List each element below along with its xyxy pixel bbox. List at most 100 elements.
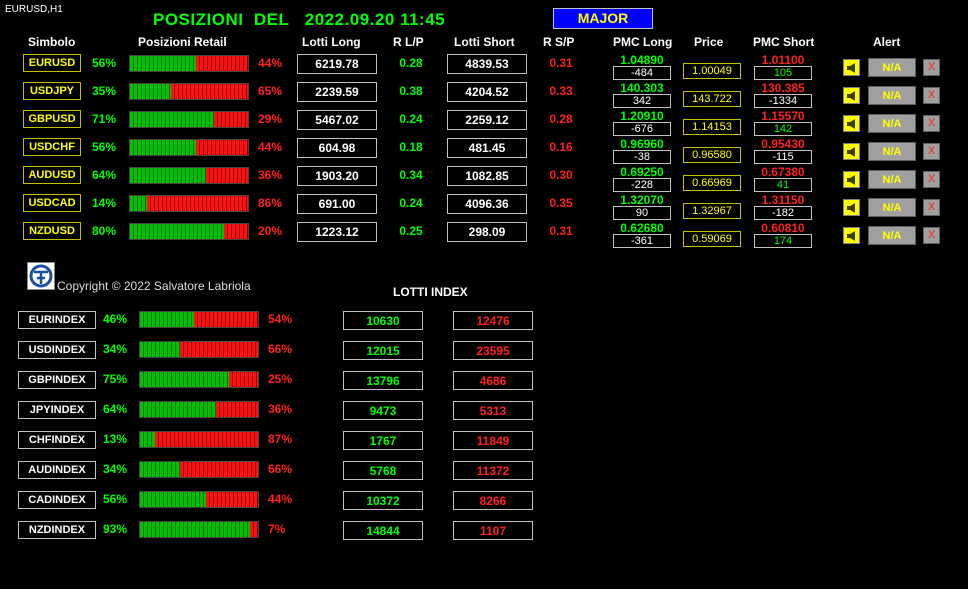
index-long-percent: 46%: [103, 312, 128, 326]
long-fill: [140, 432, 156, 447]
alert-set-button[interactable]: [843, 227, 860, 244]
alert-set-button[interactable]: [843, 87, 860, 104]
alert-set-button[interactable]: [843, 171, 860, 188]
lots-short-value: 1082.85: [447, 166, 527, 186]
header-alert: Alert: [873, 35, 901, 49]
retail-sentiment-bar: [129, 195, 249, 212]
pmc-long-value: 1.20910: [620, 109, 664, 123]
alert-close-button[interactable]: X: [923, 59, 940, 76]
index-lots-short: 12476: [453, 311, 533, 330]
header-price: Price: [694, 35, 724, 49]
index-lots-long: 12015: [343, 341, 423, 360]
pmc-short-diff: 174: [754, 234, 812, 248]
long-fill: [140, 462, 181, 477]
pmc-short-value: 0.95430: [761, 137, 805, 151]
major-group-button[interactable]: MAJOR: [553, 8, 653, 29]
pmc-long-value: 0.69250: [620, 165, 664, 179]
title-prefix: POSIZIONI DEL: [153, 10, 290, 29]
pmc-long-value: 1.32070: [620, 193, 664, 207]
index-name-button[interactable]: NZDINDEX: [18, 521, 96, 539]
alert-set-button[interactable]: [843, 143, 860, 160]
index-lots-short: 11849: [453, 431, 533, 450]
price-value: 0.59069: [683, 231, 741, 247]
alert-status-button[interactable]: N/A: [868, 226, 916, 245]
symbol-button[interactable]: NZDUSD: [23, 222, 81, 240]
pmc-short-diff: 41: [754, 178, 812, 192]
lots-long-value: 691.00: [297, 194, 377, 214]
index-lots-short: 4686: [453, 371, 533, 390]
pmc-long-value: 1.04890: [620, 53, 664, 67]
alert-set-button[interactable]: [843, 199, 860, 216]
index-lots-short: 8266: [453, 491, 533, 510]
lots-short-value: 4096.36: [447, 194, 527, 214]
lots-long-value: 6219.78: [297, 54, 377, 74]
alert-set-button[interactable]: [843, 59, 860, 76]
index-short-percent: 7%: [268, 522, 286, 536]
short-fill: [206, 492, 258, 507]
long-percent: 80%: [92, 224, 117, 238]
index-lots-short: 1107: [453, 521, 533, 540]
alert-status-button[interactable]: N/A: [868, 86, 916, 105]
pmc-long-diff: -228: [613, 178, 671, 192]
index-name-button[interactable]: USDINDEX: [18, 341, 96, 359]
header-pmc-long: PMC Long: [613, 35, 673, 49]
index-long-percent: 34%: [103, 462, 128, 476]
r-sp-value: 0.31: [549, 56, 573, 70]
r-sp-value: 0.28: [549, 112, 573, 126]
megaphone-icon: [847, 174, 855, 185]
index-name-button[interactable]: CHFINDEX: [18, 431, 96, 449]
alert-status-button[interactable]: N/A: [868, 198, 916, 217]
symbol-button[interactable]: USDCAD: [23, 194, 81, 212]
short-fill: [228, 372, 258, 387]
alert-close-button[interactable]: X: [923, 87, 940, 104]
symbol-button[interactable]: GBPUSD: [23, 110, 81, 128]
symbol-button[interactable]: USDCHF: [23, 138, 81, 156]
lots-short-value: 4839.53: [447, 54, 527, 74]
retail-sentiment-bar: [129, 55, 249, 72]
index-short-percent: 44%: [268, 492, 293, 506]
alert-status-button[interactable]: N/A: [868, 142, 916, 161]
alert-close-button[interactable]: X: [923, 227, 940, 244]
index-name-button[interactable]: AUDINDEX: [18, 461, 96, 479]
index-name-button[interactable]: CADINDEX: [18, 491, 96, 509]
long-fill: [130, 112, 214, 127]
index-name-button[interactable]: EURINDEX: [18, 311, 96, 329]
alert-close-button[interactable]: X: [923, 171, 940, 188]
index-name-button[interactable]: JPYINDEX: [18, 401, 96, 419]
short-fill: [196, 56, 248, 71]
symbol-button[interactable]: USDJPY: [23, 82, 81, 100]
index-sentiment-bar: [139, 431, 259, 448]
short-percent: 20%: [258, 224, 283, 238]
symbol-button[interactable]: EURUSD: [23, 54, 81, 72]
alert-status-button[interactable]: N/A: [868, 58, 916, 77]
pmc-short-value: 1.01100: [761, 53, 805, 67]
index-lots-long: 10630: [343, 311, 423, 330]
long-fill: [130, 168, 206, 183]
r-lp-value: 0.38: [399, 84, 423, 98]
alert-set-button[interactable]: [843, 115, 860, 132]
index-sentiment-bar: [139, 341, 259, 358]
index-long-percent: 34%: [103, 342, 128, 356]
pmc-long-value: 140.303: [620, 81, 664, 95]
index-lots-long: 10372: [343, 491, 423, 510]
symbol-button[interactable]: AUDUSD: [23, 166, 81, 184]
lots-long-value: 5467.02: [297, 110, 377, 130]
price-value: 143.722: [683, 91, 741, 107]
pmc-long-diff: 342: [613, 94, 671, 108]
alert-close-button[interactable]: X: [923, 115, 940, 132]
short-fill: [224, 224, 248, 239]
long-percent: 64%: [92, 168, 117, 182]
r-sp-value: 0.33: [549, 84, 573, 98]
alert-close-button[interactable]: X: [923, 143, 940, 160]
title-datetime: 2022.09.20 11:45: [304, 10, 446, 29]
long-fill: [130, 140, 197, 155]
r-lp-value: 0.18: [399, 140, 423, 154]
index-sentiment-bar: [139, 311, 259, 328]
long-fill: [140, 342, 181, 357]
index-lots-long: 1767: [343, 431, 423, 450]
index-long-percent: 13%: [103, 432, 128, 446]
index-name-button[interactable]: GBPINDEX: [18, 371, 96, 389]
alert-status-button[interactable]: N/A: [868, 170, 916, 189]
alert-close-button[interactable]: X: [923, 199, 940, 216]
alert-status-button[interactable]: N/A: [868, 114, 916, 133]
